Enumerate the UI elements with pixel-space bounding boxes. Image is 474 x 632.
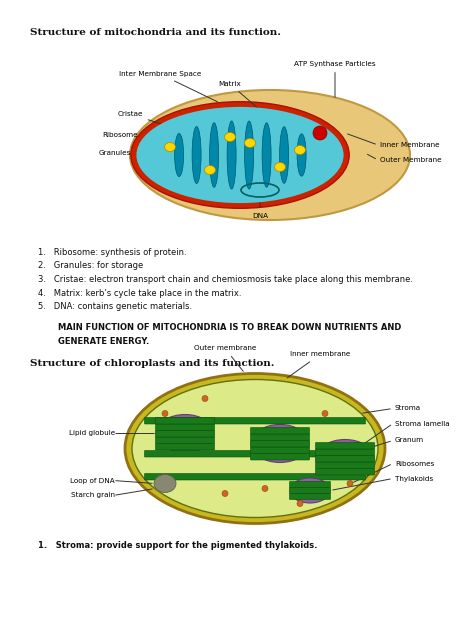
Text: 2.   Granules: for storage: 2. Granules: for storage (38, 262, 143, 270)
FancyBboxPatch shape (290, 494, 330, 499)
FancyBboxPatch shape (316, 456, 374, 462)
Text: Matrix: Matrix (219, 81, 258, 108)
FancyBboxPatch shape (290, 487, 330, 494)
FancyBboxPatch shape (250, 434, 310, 441)
Text: Outer membrane: Outer membrane (194, 346, 256, 372)
Text: 4.   Matrix: kerb’s cycle take place in the matrix.: 4. Matrix: kerb’s cycle take place in th… (38, 288, 241, 298)
Ellipse shape (280, 126, 289, 183)
Ellipse shape (222, 490, 228, 497)
Ellipse shape (174, 133, 183, 176)
Text: Ribosomes: Ribosomes (395, 461, 434, 466)
FancyBboxPatch shape (290, 482, 330, 487)
Ellipse shape (130, 90, 410, 220)
Ellipse shape (137, 107, 344, 203)
Ellipse shape (202, 396, 208, 401)
Text: Starch grain: Starch grain (71, 492, 115, 499)
FancyBboxPatch shape (250, 447, 310, 454)
Text: Thylakoids: Thylakoids (395, 475, 433, 482)
FancyBboxPatch shape (316, 462, 374, 468)
Text: Lipid globule: Lipid globule (69, 430, 115, 437)
FancyBboxPatch shape (155, 437, 215, 444)
Ellipse shape (204, 166, 216, 174)
FancyBboxPatch shape (316, 468, 374, 475)
FancyBboxPatch shape (250, 441, 310, 447)
Ellipse shape (227, 121, 236, 189)
Ellipse shape (294, 145, 306, 154)
Ellipse shape (245, 121, 254, 189)
Ellipse shape (347, 480, 353, 487)
Text: 1.   Ribosome: synthesis of protein.: 1. Ribosome: synthesis of protein. (38, 248, 187, 257)
Ellipse shape (297, 134, 306, 176)
FancyBboxPatch shape (250, 427, 310, 434)
FancyBboxPatch shape (155, 430, 215, 437)
Ellipse shape (225, 133, 236, 142)
FancyBboxPatch shape (155, 444, 215, 450)
Ellipse shape (131, 102, 349, 209)
Ellipse shape (245, 138, 255, 147)
Ellipse shape (162, 411, 168, 416)
Ellipse shape (132, 379, 378, 518)
FancyBboxPatch shape (155, 418, 215, 424)
Text: Granum: Granum (395, 437, 424, 444)
Text: MAIN FUNCTION OF MITOCHONDRIA IS TO BREAK DOWN NUTRIENTS AND: MAIN FUNCTION OF MITOCHONDRIA IS TO BREA… (58, 324, 401, 332)
Text: Outer Membrane: Outer Membrane (380, 157, 442, 163)
Ellipse shape (125, 374, 385, 523)
Ellipse shape (192, 126, 201, 183)
Text: 3.   Cristae: electron transport chain and chemiosmosis take place along this me: 3. Cristae: electron transport chain and… (38, 275, 413, 284)
Text: ATP Synthase Particles: ATP Synthase Particles (294, 61, 376, 97)
Text: Inner Membrane: Inner Membrane (380, 142, 439, 148)
Ellipse shape (164, 142, 175, 152)
Ellipse shape (316, 439, 374, 478)
Text: GENERATE ENERGY.: GENERATE ENERGY. (58, 336, 149, 346)
Ellipse shape (297, 501, 303, 506)
Ellipse shape (274, 162, 285, 171)
Text: Cristae: Cristae (117, 111, 187, 132)
FancyBboxPatch shape (316, 449, 374, 456)
FancyBboxPatch shape (250, 454, 310, 460)
FancyBboxPatch shape (316, 442, 374, 449)
Ellipse shape (154, 475, 176, 492)
Text: 1.   Stroma: provide support for the pigmented thylakoids.: 1. Stroma: provide support for the pigme… (38, 542, 318, 550)
Ellipse shape (262, 485, 268, 492)
Text: Inner membrane: Inner membrane (287, 351, 350, 378)
FancyBboxPatch shape (145, 473, 365, 480)
Ellipse shape (210, 123, 219, 187)
Text: Structure of chloroplasts and its function.: Structure of chloroplasts and its functi… (30, 358, 274, 367)
Text: 5.   DNA: contains genetic materials.: 5. DNA: contains genetic materials. (38, 302, 192, 311)
Text: Stroma lamella: Stroma lamella (395, 420, 450, 427)
Text: Inter Membrane Space: Inter Membrane Space (119, 71, 218, 102)
Ellipse shape (262, 123, 271, 187)
Ellipse shape (251, 425, 309, 463)
Text: Ribosome: Ribosome (102, 132, 182, 145)
Ellipse shape (290, 478, 330, 503)
Ellipse shape (156, 415, 214, 453)
FancyBboxPatch shape (145, 451, 365, 457)
Text: Structure of mitochondria and its function.: Structure of mitochondria and its functi… (30, 28, 281, 37)
Text: DNA: DNA (252, 193, 268, 219)
Text: Granules: Granules (99, 150, 177, 160)
Text: Stroma: Stroma (395, 406, 421, 411)
Text: Loop of DNA: Loop of DNA (70, 478, 115, 483)
Ellipse shape (313, 126, 327, 140)
FancyBboxPatch shape (145, 418, 365, 424)
FancyBboxPatch shape (155, 424, 215, 430)
Ellipse shape (322, 411, 328, 416)
